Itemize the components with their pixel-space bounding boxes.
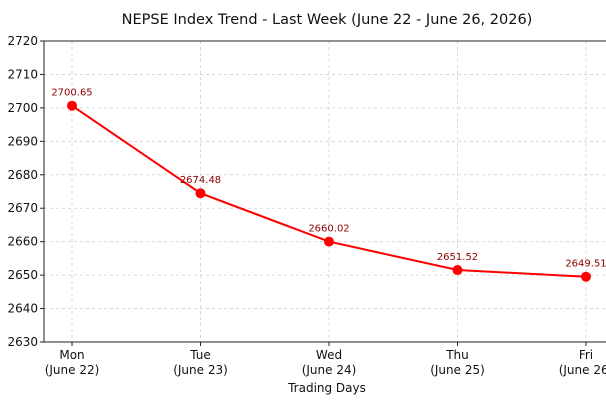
chart-title: NEPSE Index Trend - Last Week (June 22 -… (122, 12, 533, 28)
data-point (452, 265, 463, 276)
data-point (67, 100, 77, 111)
x-axis-label: Trading Days (287, 381, 366, 395)
data-label: 2651.52 (437, 252, 478, 263)
y-axis-ticks: 2630 2640 2650 2660 2670 2680 2690 2700 2710 2720 (7, 34, 44, 349)
series: 2700.65 2674.48 2660.02 2651.52 2649.51 (51, 88, 606, 282)
y-tick-label: 2660 (7, 235, 38, 249)
axes (43, 40, 606, 343)
y-tick-label: 2690 (7, 134, 38, 148)
data-point (195, 188, 206, 199)
y-tick-label: 2630 (7, 335, 38, 349)
y-tick-label: 2700 (7, 101, 38, 115)
data-label: 2660.02 (308, 224, 349, 235)
x-tick-label: Tue (June 23) (173, 348, 228, 377)
y-tick-label: 2670 (7, 201, 38, 215)
y-tick-label: 2720 (7, 34, 38, 48)
x-tick-label: Thu (June 25) (430, 348, 485, 377)
y-tick-label: 2680 (7, 168, 38, 182)
data-point (324, 236, 334, 247)
y-tick-label: 2710 (7, 67, 38, 81)
grid-lines (44, 40, 606, 343)
data-label: 2674.48 (180, 175, 221, 186)
x-tick-label: Mon (June 22) (45, 348, 100, 377)
y-tick-label: 2640 (7, 302, 38, 316)
x-tick-label: Fri(June 26) (559, 348, 606, 377)
y-tick-label: 2650 (7, 268, 38, 282)
data-label: 2649.51 (565, 259, 606, 270)
x-tick-label: Wed (June 24) (302, 348, 357, 377)
x-axis-ticks: Mon (June 22) Tue (June 23) Wed (June 24) Thu(… (45, 342, 606, 377)
data-label: 2700.65 (51, 88, 92, 99)
data-point (581, 271, 591, 282)
